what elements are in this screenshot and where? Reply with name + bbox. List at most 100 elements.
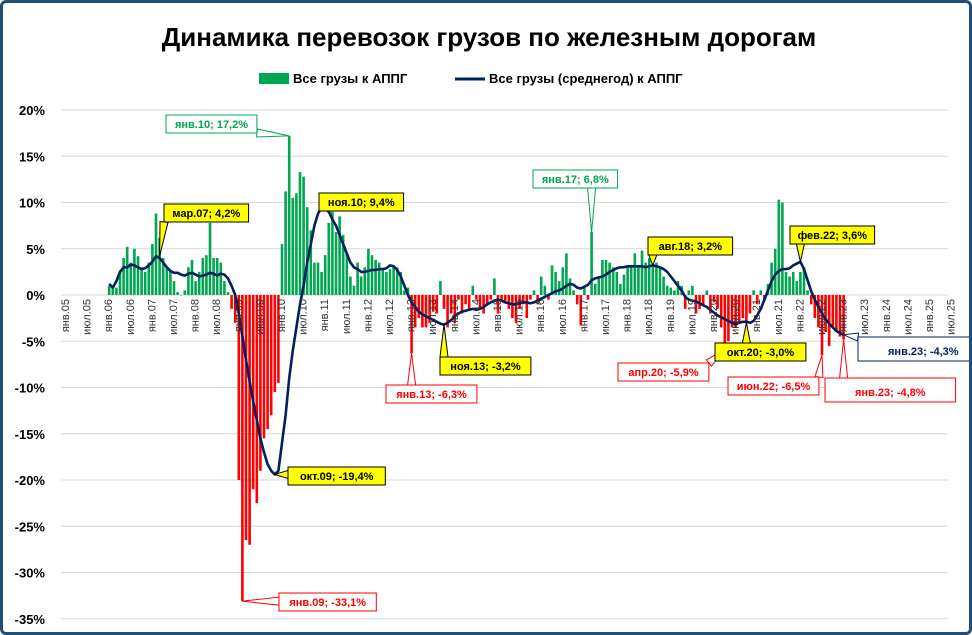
x-tick-label: янв.14: [449, 299, 461, 332]
bar: [835, 295, 838, 332]
bar: [435, 295, 439, 314]
annotation-box: [278, 592, 377, 612]
annotation: янв.09; -33,1%: [242, 592, 377, 612]
bar: [313, 262, 316, 295]
x-tick-label: янв.09: [233, 299, 245, 332]
legend-swatch-bars: [259, 73, 289, 84]
bar: [647, 258, 651, 295]
bar: [640, 250, 644, 295]
bar: [125, 246, 129, 295]
y-tick-label: 10%: [19, 196, 45, 211]
bar: [331, 211, 334, 296]
bar: [410, 295, 413, 354]
bar: [161, 258, 165, 295]
bar: [439, 281, 442, 295]
bar: [262, 295, 266, 439]
x-tick-label: июл.23: [859, 299, 871, 335]
x-tick-label: июл.14: [470, 299, 482, 335]
x-axis: янв.05 июл.05 янв.06 июл.06 янв.07 июл.07 янв.…: [60, 299, 958, 335]
bar: [500, 295, 503, 300]
x-tick-label: янв.22: [794, 299, 806, 332]
legend-label-bars: Все грузы к АППГ: [293, 71, 408, 86]
annotation-box: [824, 377, 957, 403]
bar: [705, 290, 709, 295]
bar: [413, 295, 417, 328]
bar: [748, 295, 752, 314]
annotation-label: окт.20; -3,0%: [727, 347, 795, 359]
bar: [295, 193, 298, 296]
annotation-pointer: [814, 354, 824, 379]
bar: [233, 295, 237, 323]
annotation-label: июн.22; -6,5%: [737, 381, 811, 393]
bar: [525, 295, 529, 319]
bar: [586, 295, 590, 300]
x-tick-label: янв.19: [665, 299, 677, 332]
bar: [817, 295, 820, 328]
bar: [741, 295, 745, 319]
bar: [291, 197, 295, 295]
annotation: мар.07; 4,2%: [159, 203, 250, 257]
bar: [287, 135, 291, 295]
x-tick-label: июл.09: [254, 299, 266, 335]
annotation-label: янв.13; -6,3%: [396, 389, 467, 401]
annotation-label: янв.23; -4,3%: [888, 346, 959, 358]
bar: [226, 292, 230, 295]
annotation-pointer: [839, 339, 849, 379]
x-tick-label: июл.15: [514, 299, 526, 335]
annotation-box: [789, 225, 876, 245]
bar: [309, 230, 313, 296]
bar: [395, 267, 399, 296]
bar: [723, 295, 727, 350]
bar: [842, 295, 845, 340]
x-tick-label: июл.11: [341, 299, 353, 334]
y-tick-label: -30%: [15, 566, 46, 581]
bar: [615, 271, 619, 295]
x-tick-label: июл.08: [211, 299, 223, 335]
bar: [269, 295, 273, 416]
bar: [507, 295, 511, 309]
annotation-label: янв.17; 6,8%: [542, 174, 609, 186]
bar: [457, 295, 460, 300]
annotation-label: мар.07; 4,2%: [172, 208, 240, 220]
bar: [683, 295, 687, 309]
bar: [237, 295, 241, 480]
bar: [464, 295, 467, 305]
bar: [345, 253, 349, 295]
annotation-box: [163, 203, 250, 223]
bar: [759, 290, 763, 295]
annotation: июн.22; -6,5%: [727, 354, 824, 396]
bar: [665, 285, 669, 296]
bar: [277, 295, 280, 383]
x-tick-label: янв.20: [708, 299, 720, 332]
bar: [583, 285, 586, 296]
bar: [622, 274, 626, 295]
x-tick-label: янв.12: [362, 299, 374, 332]
bar: [302, 176, 305, 295]
x-tick-label: янв.10: [276, 299, 288, 332]
bar: [118, 271, 122, 295]
bar: [327, 222, 331, 295]
bar: [212, 258, 215, 295]
annotation: окт.20; -3,0%: [714, 322, 807, 362]
bar: [183, 290, 187, 295]
y-tick-label: -35%: [15, 612, 46, 627]
bar: [604, 259, 608, 295]
x-tick-label: июл.17: [600, 299, 612, 335]
annotation-pointer: [587, 187, 597, 233]
annotation-label: янв.09; -33,1%: [289, 597, 366, 609]
annotation: янв.23; -4,3%: [841, 332, 969, 362]
bar: [651, 265, 655, 295]
bar: [824, 295, 827, 332]
x-tick-label: июл.07: [168, 299, 180, 335]
bar: [363, 267, 367, 296]
bar: [219, 262, 223, 295]
bar: [521, 295, 525, 305]
bar: [165, 267, 169, 296]
bar: [478, 295, 482, 309]
chart-svg: Динамика перевозок грузов по железным до…: [15, 22, 969, 627]
annotation-pointer: [159, 220, 169, 257]
bar: [518, 295, 521, 309]
bar: [799, 271, 802, 295]
bar: [734, 295, 737, 328]
x-tick-label: июл.05: [82, 299, 94, 335]
